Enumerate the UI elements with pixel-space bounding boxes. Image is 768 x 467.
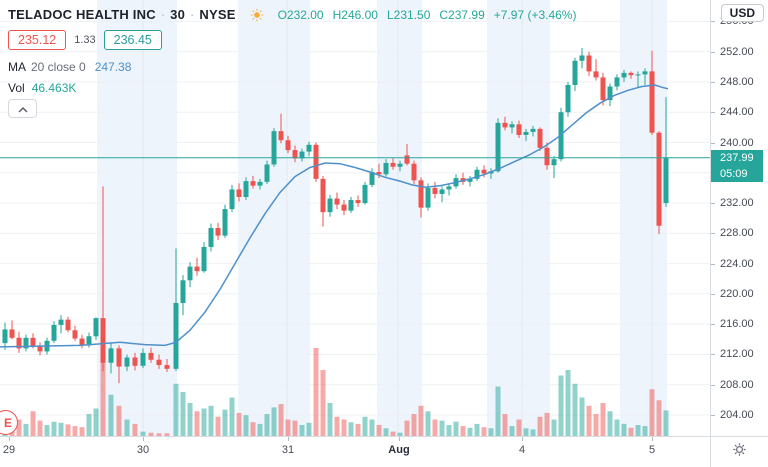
symbol-header: TELADOC HEALTH INC · 30 · NYSE O232.00 H… <box>8 7 576 22</box>
bar-countdown-label: 05:09 <box>711 165 763 182</box>
ma-name: MA <box>8 60 26 74</box>
candlestick-chart[interactable] <box>0 0 711 437</box>
price-axis-label: 212.00 <box>720 348 754 361</box>
earnings-event-badge[interactable]: E <box>0 410 18 435</box>
low-value: L231.50 <box>386 7 431 22</box>
volume-name: Vol <box>8 81 25 95</box>
price-axis-label: 252.00 <box>720 45 754 58</box>
price-axis-label: 232.00 <box>720 197 754 210</box>
open-value: O232.00 <box>277 7 324 22</box>
time-axis-label: 31 <box>281 444 295 456</box>
interval-label[interactable]: 30 <box>170 7 186 22</box>
price-axis-label: 204.00 <box>720 409 754 421</box>
time-axis[interactable]: 29 30 31 Aug 4 5 <box>0 436 711 467</box>
bid-ask-row: 235.12 1.33 236.45 <box>8 30 162 50</box>
price-axis-label: 240.00 <box>720 136 754 149</box>
price-axis-label: 208.00 <box>720 378 754 391</box>
axis-settings-corner[interactable] <box>710 436 768 467</box>
price-axis[interactable]: 237.99 05:09 256.00252.00248.00244.00240… <box>710 0 768 437</box>
ma-legend[interactable]: MA 20 close 0 247.38 <box>8 60 131 74</box>
symbol-name[interactable]: TELADOC HEALTH INC <box>8 7 156 22</box>
price-axis-label: 248.00 <box>720 75 754 88</box>
gear-icon <box>732 442 747 462</box>
price-axis-label: 216.00 <box>720 318 754 331</box>
time-axis-label: 5 <box>648 444 656 456</box>
last-price-label: 237.99 <box>711 149 763 166</box>
buy-ask-button[interactable]: 236.45 <box>103 30 162 50</box>
sell-bid-button[interactable]: 235.12 <box>8 30 67 50</box>
collapse-legend-button[interactable] <box>8 99 37 118</box>
chevron-up-icon <box>18 100 28 118</box>
volume-value: 46.463K <box>31 81 77 95</box>
price-axis-label: 244.00 <box>720 106 754 119</box>
time-axis-label: 4 <box>518 444 526 456</box>
ohlc-readout: O232.00 H246.00 L231.50 C237.99 +7.97 (+… <box>278 8 577 22</box>
volume-legend[interactable]: Vol 46.463K <box>8 81 76 95</box>
separator: · <box>190 7 195 22</box>
close-value: C237.99 <box>439 7 485 22</box>
ma-params: 20 close 0 <box>31 60 86 74</box>
market-status-sun-icon <box>250 8 264 22</box>
price-axis-label: 228.00 <box>720 227 754 240</box>
change-value: +7.97 (+3.46%) <box>493 7 577 22</box>
ma-value: 247.38 <box>94 60 132 74</box>
separator: · <box>160 7 166 22</box>
price-axis-label: 220.00 <box>720 287 754 300</box>
time-axis-label: 29 <box>2 444 16 456</box>
time-axis-label: Aug <box>388 444 410 456</box>
exchange-label: NYSE <box>199 7 236 22</box>
spread-value: 1.33 <box>74 34 96 46</box>
price-axis-label: 224.00 <box>720 257 754 270</box>
time-axis-label: 30 <box>136 444 150 456</box>
high-value: H246.00 <box>332 7 378 22</box>
currency-chip: USD <box>720 4 764 22</box>
